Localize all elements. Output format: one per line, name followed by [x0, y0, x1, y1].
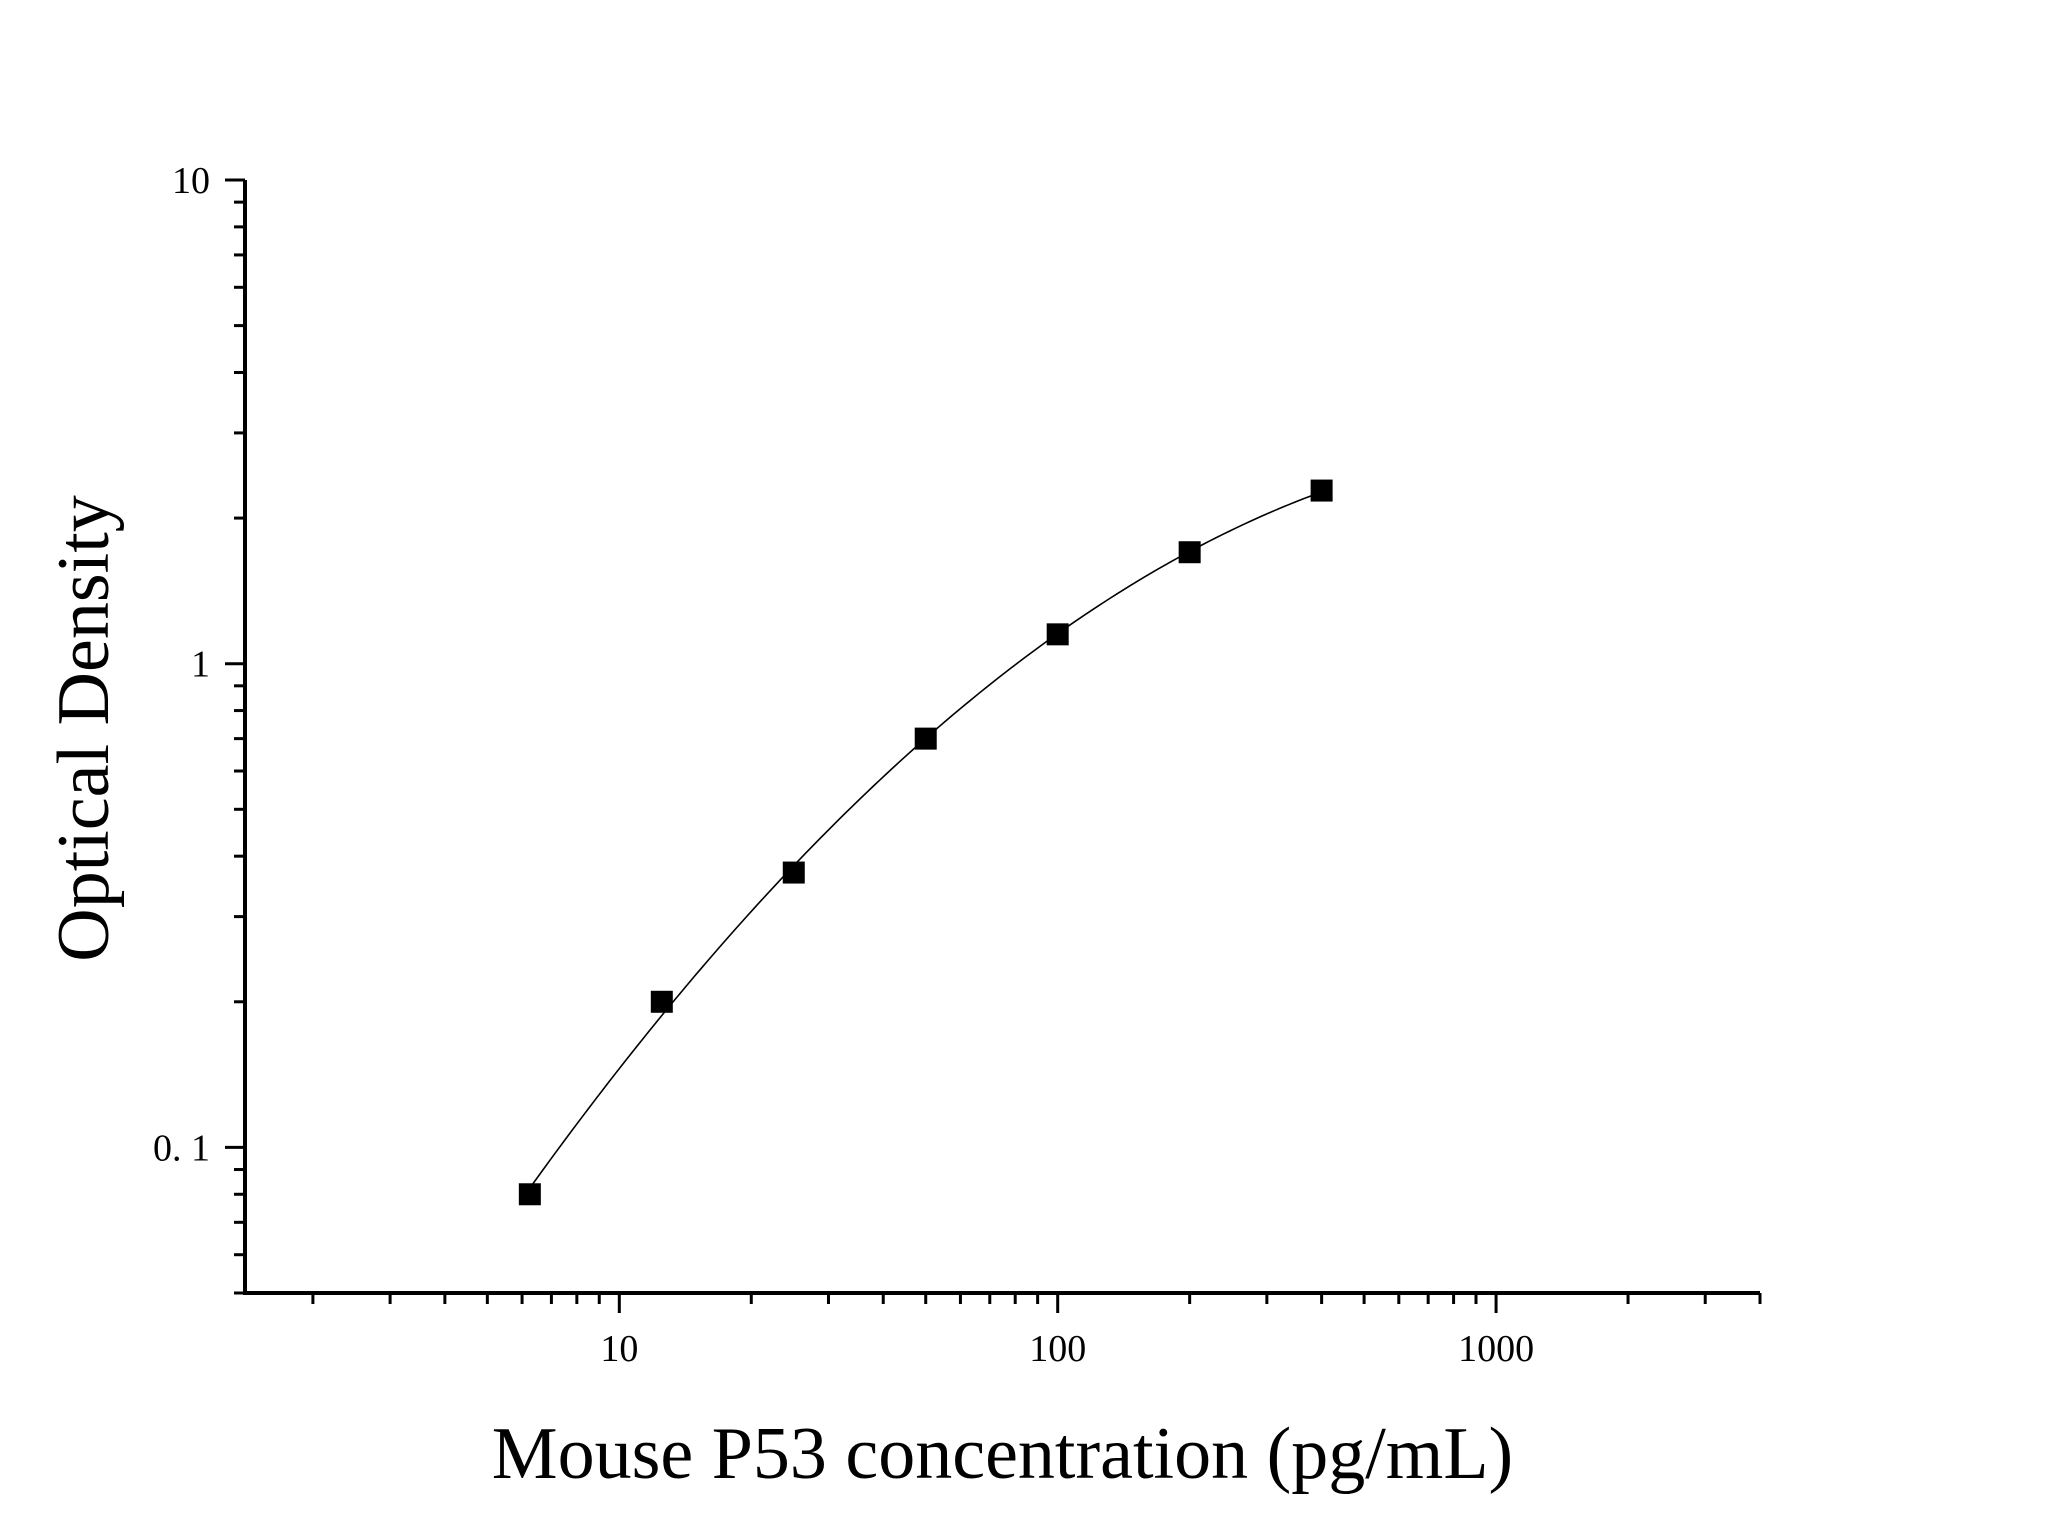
x-axis-title: Mouse P53 concentration (pg/mL) [492, 1413, 1513, 1495]
fit-curve [529, 491, 1322, 1189]
data-point-marker [518, 1183, 541, 1206]
data-point-marker [1310, 479, 1333, 502]
data-point-marker [1178, 541, 1201, 564]
x-tick-label-1000: 1000 [1458, 1328, 1534, 1370]
y-tick-label-0-1: 0. 1 [153, 1127, 210, 1169]
data-points [518, 479, 1333, 1206]
y-tick-label-10: 10 [172, 160, 210, 202]
y-axis-title: Optical Density [43, 495, 125, 962]
x-tick-label-10: 10 [600, 1328, 638, 1370]
data-point-marker [782, 861, 805, 884]
data-point-marker [914, 727, 937, 750]
y-tick-label-1: 1 [191, 644, 210, 686]
axis-ticks [225, 178, 1762, 1313]
data-point-marker [1046, 623, 1069, 646]
x-tick-label-100: 100 [1029, 1328, 1086, 1370]
data-point-marker [650, 990, 673, 1013]
